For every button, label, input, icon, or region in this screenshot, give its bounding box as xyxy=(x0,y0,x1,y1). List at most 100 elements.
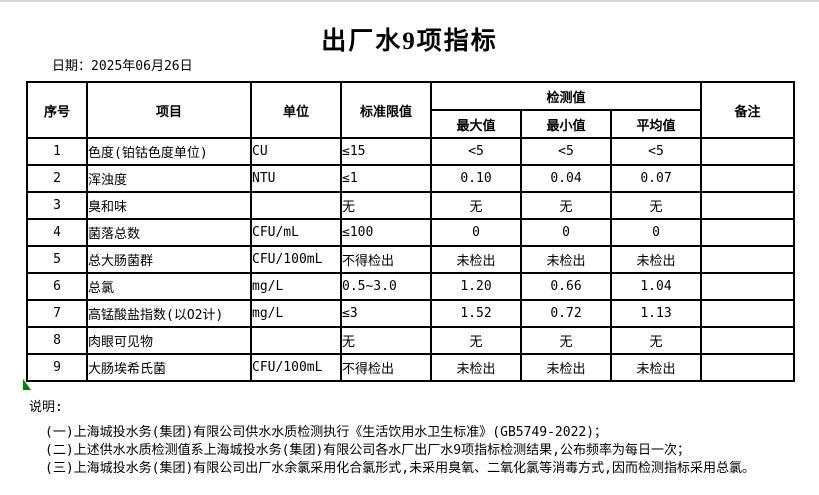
cell-remark xyxy=(700,164,795,193)
cell-unit xyxy=(250,326,342,355)
cell-avg-value: 1.04 xyxy=(610,272,702,301)
table-row: 6 总氯 mg/L 0.5~3.0 1.20 0.66 1.04 xyxy=(26,272,795,301)
cell-index: 6 xyxy=(26,272,88,301)
cell-max-value: <5 xyxy=(430,137,522,166)
cell-standard-limit: ≤15 xyxy=(340,137,432,166)
cell-item: 总大肠菌群 xyxy=(86,245,252,274)
note-line: (三)上海城投水务(集团)有限公司出厂水余氯采用化合氯形式,未采用臭氧、二氧化氯… xyxy=(45,461,755,476)
note-line: (一)上海城投水务(集团)有限公司供水水质检测执行《生活饮用水卫生标准》(GB5… xyxy=(45,425,608,440)
cell-index: 3 xyxy=(26,191,88,220)
cell-item: 总氯 xyxy=(86,272,252,301)
cell-avg-value: 0 xyxy=(610,218,702,247)
cell-standard-limit: ≤1 xyxy=(340,164,432,193)
cell-index: 4 xyxy=(26,218,88,247)
cell-unit: CFU/mL xyxy=(250,218,342,247)
cell-max-value: 未检出 xyxy=(430,245,522,274)
cell-avg-value: <5 xyxy=(610,137,702,166)
col-header-max: 最大值 xyxy=(430,109,522,139)
cell-index: 5 xyxy=(26,245,88,274)
cell-item: 色度(铂钴色度单位) xyxy=(86,137,252,166)
cell-min-value: 0 xyxy=(520,218,612,247)
cell-avg-value: 0.07 xyxy=(610,164,702,193)
col-header-item: 项目 xyxy=(86,81,252,139)
cell-max-value: 未检出 xyxy=(430,353,522,382)
cell-remark xyxy=(700,299,795,328)
cell-max-value: 无 xyxy=(430,191,522,220)
cell-standard-limit: 0.5~3.0 xyxy=(340,272,432,301)
cell-max-value: 1.20 xyxy=(430,272,522,301)
cell-standard-limit: 不得检出 xyxy=(340,353,432,382)
cell-standard-limit: 无 xyxy=(340,191,432,220)
cell-item: 菌落总数 xyxy=(86,218,252,247)
cell-min-value: 无 xyxy=(520,326,612,355)
cell-min-value: 0.04 xyxy=(520,164,612,193)
window-top-edge xyxy=(0,0,819,2)
col-header-standard-limit: 标准限值 xyxy=(340,81,432,139)
cell-unit: mg/L xyxy=(250,272,342,301)
table-body: 1 色度(铂钴色度单位) CU ≤15 <5 <5 <5 2 浑浊度 NTU ≤… xyxy=(26,137,795,382)
col-header-index: 序号 xyxy=(26,81,88,139)
cell-standard-limit: 不得检出 xyxy=(340,245,432,274)
cell-min-value: 未检出 xyxy=(520,353,612,382)
cell-unit: CU xyxy=(250,137,342,166)
cell-index: 1 xyxy=(26,137,88,166)
cell-standard-limit: ≤100 xyxy=(340,218,432,247)
note-line: (二)上述供水水质检测值系上海城投水务(集团)有限公司各水厂出厂水9项指标检测结… xyxy=(45,443,690,458)
cell-item: 浑浊度 xyxy=(86,164,252,193)
col-header-min: 最小值 xyxy=(520,109,612,139)
table-row: 4 菌落总数 CFU/mL ≤100 0 0 0 xyxy=(26,218,795,247)
cell-index: 2 xyxy=(26,164,88,193)
cell-unit: CFU/100mL xyxy=(250,245,342,274)
green-corner-marker xyxy=(23,379,31,390)
cell-unit: NTU xyxy=(250,164,342,193)
cell-remark xyxy=(700,137,795,166)
table-row: 9 大肠埃希氏菌 CFU/100mL 不得检出 未检出 未检出 未检出 xyxy=(26,353,795,382)
cell-max-value: 0 xyxy=(430,218,522,247)
cell-remark xyxy=(700,272,795,301)
cell-max-value: 1.52 xyxy=(430,299,522,328)
cell-min-value: 0.66 xyxy=(520,272,612,301)
cell-min-value: 无 xyxy=(520,191,612,220)
table-row: 2 浑浊度 NTU ≤1 0.10 0.04 0.07 xyxy=(26,164,795,193)
cell-index: 9 xyxy=(26,353,88,382)
header-row-1: 序号 项目 单位 标准限值 检测值 备注 xyxy=(26,81,795,139)
col-header-detection-value: 检测值 xyxy=(430,81,702,111)
table-header: 序号 项目 单位 标准限值 检测值 备注 最大值 最小值 平均值 xyxy=(26,81,795,139)
cell-min-value: <5 xyxy=(520,137,612,166)
cell-standard-limit: 无 xyxy=(340,326,432,355)
table-row: 1 色度(铂钴色度单位) CU ≤15 <5 <5 <5 xyxy=(26,137,795,166)
cell-remark xyxy=(700,218,795,247)
col-header-unit: 单位 xyxy=(250,81,342,139)
cell-standard-limit: ≤3 xyxy=(340,299,432,328)
cell-remark xyxy=(700,191,795,220)
cell-item: 肉眼可见物 xyxy=(86,326,252,355)
cell-avg-value: 无 xyxy=(610,191,702,220)
cell-item: 高锰酸盐指数(以O2计) xyxy=(86,299,252,328)
notes-list: (一)上海城投水务(集团)有限公司供水水质检测执行《生活饮用水卫生标准》(GB5… xyxy=(45,424,755,478)
cell-unit: CFU/100mL xyxy=(250,353,342,382)
cell-max-value: 0.10 xyxy=(430,164,522,193)
cell-index: 7 xyxy=(26,299,88,328)
cell-item: 大肠埃希氏菌 xyxy=(86,353,252,382)
cell-avg-value: 1.13 xyxy=(610,299,702,328)
table-row: 7 高锰酸盐指数(以O2计) mg/L ≤3 1.52 0.72 1.13 xyxy=(26,299,795,328)
cell-min-value: 0.72 xyxy=(520,299,612,328)
cell-avg-value: 未检出 xyxy=(610,245,702,274)
cell-avg-value: 无 xyxy=(610,326,702,355)
cell-unit xyxy=(250,191,342,220)
cell-unit: mg/L xyxy=(250,299,342,328)
cell-item: 臭和味 xyxy=(86,191,252,220)
water-quality-table: 序号 项目 单位 标准限值 检测值 备注 最大值 最小值 平均值 1 色度(铂钴… xyxy=(26,81,795,382)
table-row: 8 肉眼可见物 无 无 无 无 xyxy=(26,326,795,355)
cell-remark xyxy=(700,353,795,382)
cell-avg-value: 未检出 xyxy=(610,353,702,382)
cell-remark xyxy=(700,326,795,355)
page-title: 出厂水9项指标 xyxy=(321,27,498,55)
cell-index: 8 xyxy=(26,326,88,355)
table-row: 3 臭和味 无 无 无 无 xyxy=(26,191,795,220)
header-row-2: 最大值 最小值 平均值 xyxy=(27,109,794,139)
report-date: 日期：2025年06月26日 xyxy=(52,59,193,74)
table-row: 5 总大肠菌群 CFU/100mL 不得检出 未检出 未检出 未检出 xyxy=(26,245,795,274)
col-header-avg: 平均值 xyxy=(610,109,702,139)
